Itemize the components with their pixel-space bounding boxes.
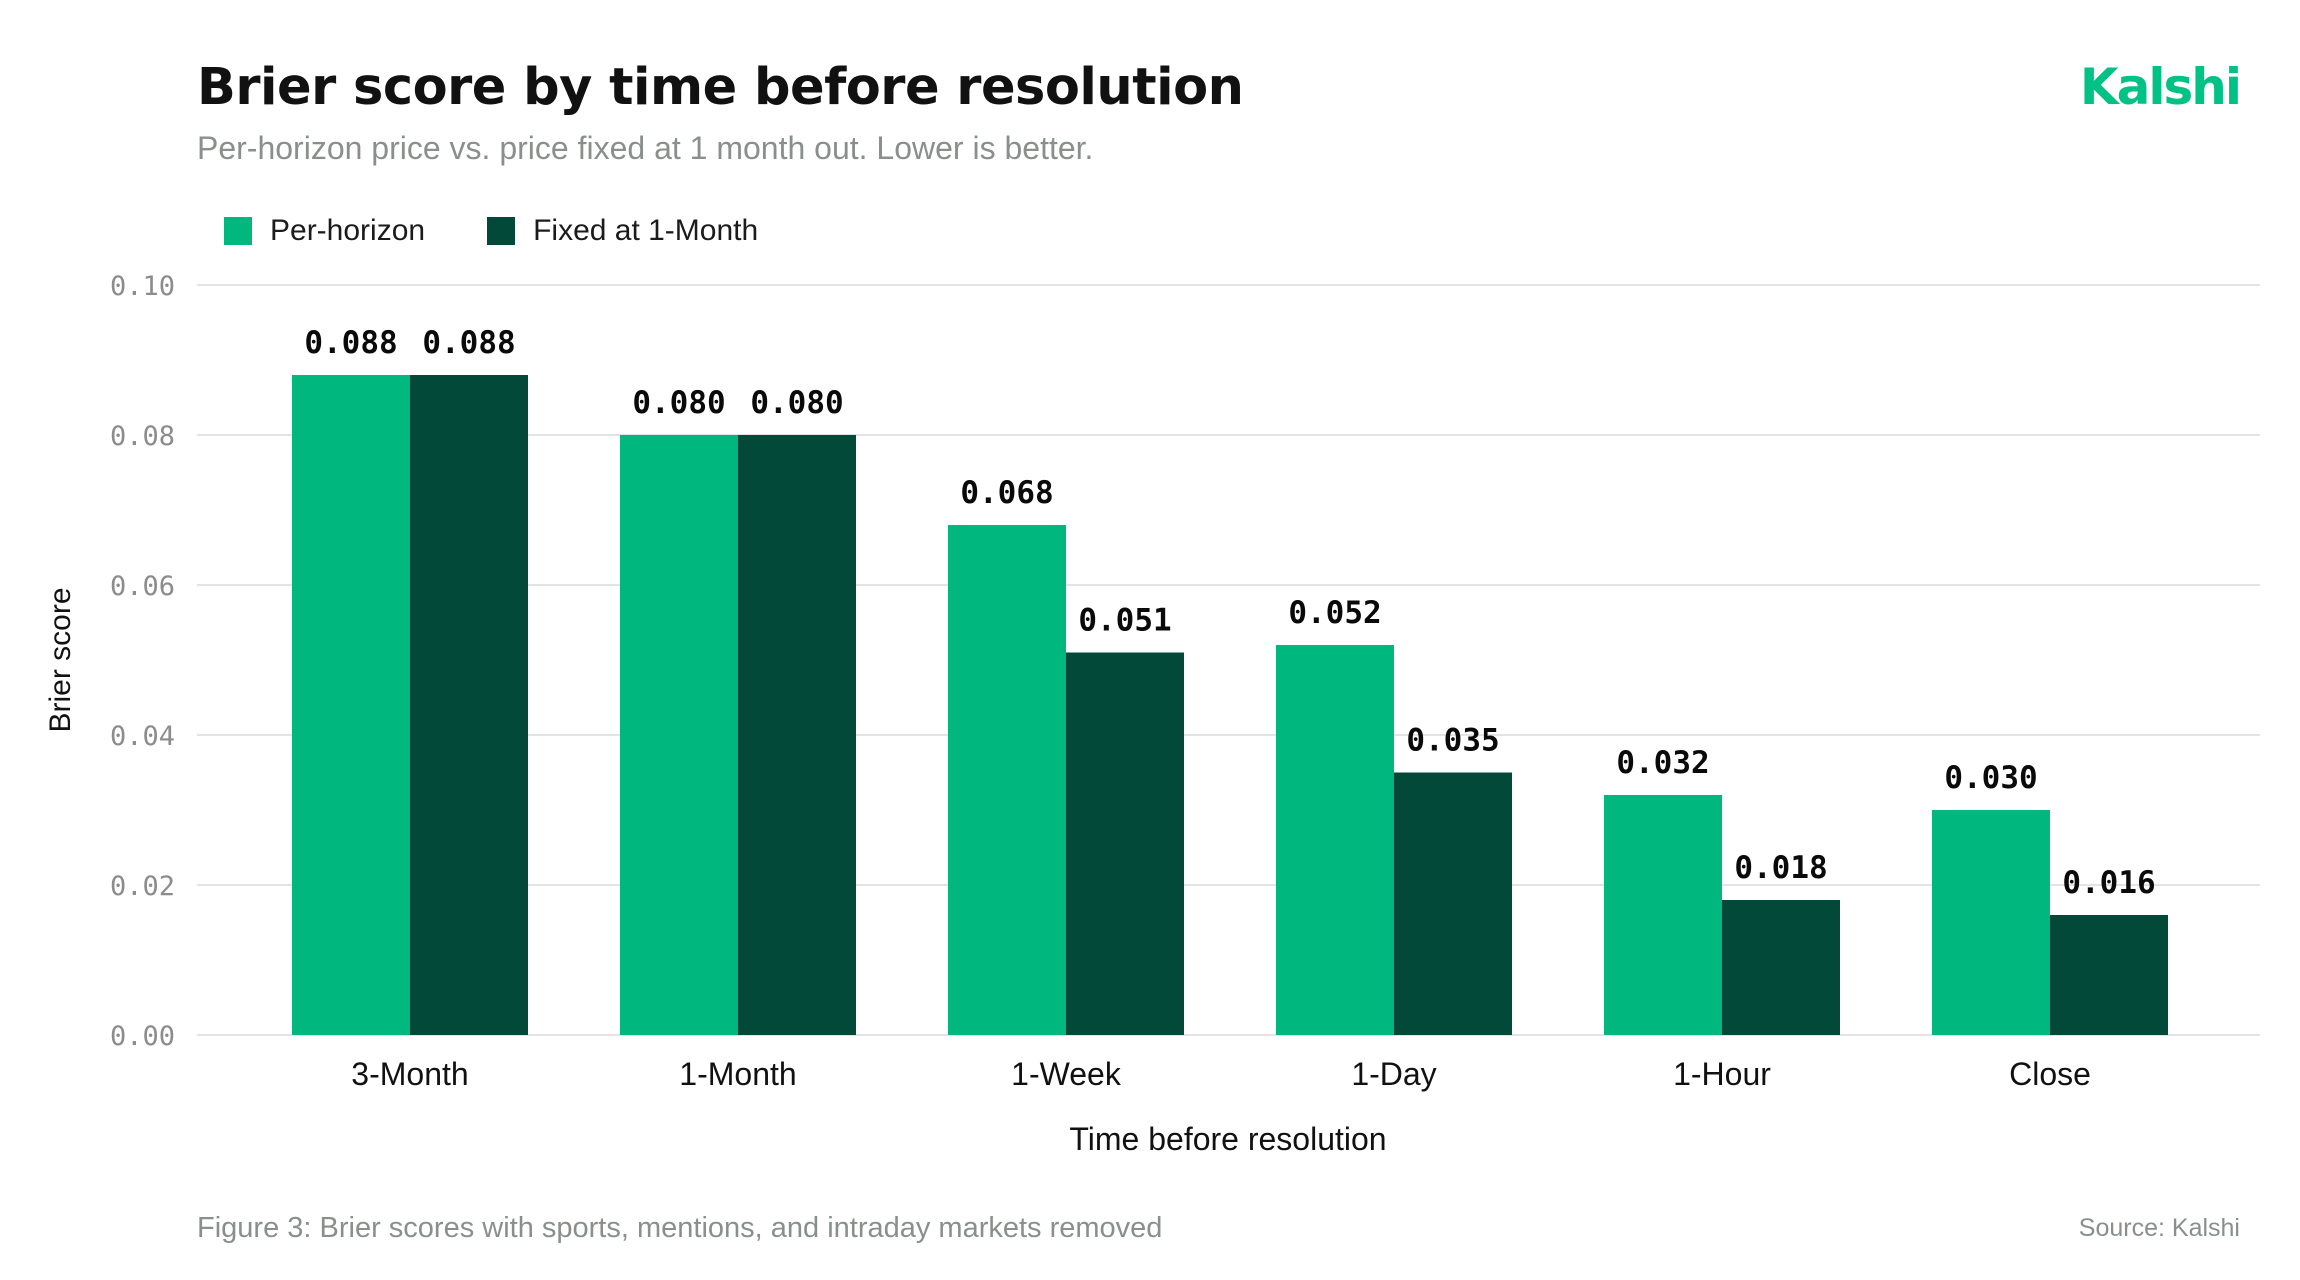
chart-title: Brier score by time before resolution (197, 58, 1244, 117)
bar-value-label: 0.088 (304, 325, 397, 361)
bar-value-label: 0.051 (1078, 603, 1171, 639)
x-tick-label: 1-Week (1011, 1056, 1122, 1092)
bar-value-label: 0.080 (632, 385, 725, 421)
bar-value-label: 0.068 (960, 475, 1053, 511)
bar-value-label: 0.030 (1944, 760, 2037, 796)
x-tick-label: Close (2009, 1056, 2091, 1092)
bar-value-label: 0.018 (1734, 850, 1827, 886)
x-tick-label: 3-Month (351, 1056, 468, 1092)
legend: Per-horizon Fixed at 1-Month (224, 214, 820, 248)
source-note: Source: Kalshi (2078, 1214, 2240, 1242)
y-tick-label: 0.10 (110, 271, 175, 302)
bar (1722, 900, 1840, 1035)
y-axis-title: Brier score (44, 587, 77, 732)
x-tick-label: 1-Day (1351, 1056, 1436, 1092)
x-axis-title: Time before resolution (1069, 1121, 1386, 1157)
x-tick-label: 1-Month (679, 1056, 796, 1092)
legend-item-per-horizon: Per-horizon (224, 214, 425, 248)
bar (948, 525, 1066, 1035)
legend-swatch-per-horizon (224, 217, 252, 245)
bar (292, 375, 410, 1035)
legend-item-fixed: Fixed at 1-Month (487, 214, 758, 248)
legend-swatch-fixed (487, 217, 516, 245)
y-tick-label: 0.08 (110, 421, 175, 452)
figure-caption: Figure 3: Brier scores with sports, ment… (197, 1212, 1163, 1244)
chart-subtitle: Per-horizon price vs. price fixed at 1 m… (197, 130, 1094, 166)
bar-value-label: 0.080 (750, 385, 843, 421)
bar (2050, 915, 2168, 1035)
bar-value-label: 0.035 (1406, 723, 1499, 759)
y-tick-label: 0.06 (110, 571, 175, 602)
x-tick-label: 1-Hour (1673, 1056, 1771, 1092)
y-tick-label: 0.00 (110, 1021, 175, 1052)
bar (1932, 810, 2050, 1035)
bar (738, 435, 856, 1035)
y-tick-label: 0.04 (110, 721, 175, 752)
bar-value-label: 0.032 (1616, 745, 1709, 781)
bar-value-label: 0.052 (1288, 595, 1381, 631)
legend-label-per-horizon: Per-horizon (270, 214, 426, 247)
y-tick-label: 0.02 (110, 871, 175, 902)
bar (1394, 772, 1512, 1035)
bar (1066, 652, 1184, 1035)
legend-label-fixed: Fixed at 1-Month (533, 214, 759, 247)
bar (1276, 645, 1394, 1035)
bar (620, 435, 738, 1035)
bar-value-label: 0.016 (2062, 865, 2155, 901)
brand-logo: Kalshi (2079, 58, 2242, 116)
bar-value-label: 0.088 (422, 325, 515, 361)
bar (410, 375, 528, 1035)
bar (1604, 795, 1722, 1035)
